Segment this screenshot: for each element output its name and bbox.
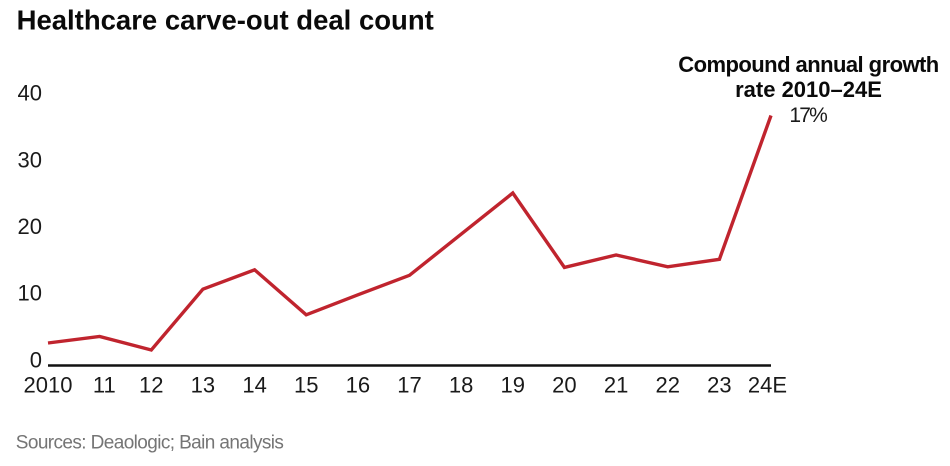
svg-text:rate 2010–24E: rate 2010–24E — [735, 77, 882, 102]
svg-text:Sources: Deaologic; Bain analy: Sources: Deaologic; Bain analysis — [16, 433, 284, 454]
svg-text:Compound annual growth: Compound annual growth — [678, 52, 939, 77]
svg-text:17%: 17% — [789, 104, 827, 127]
svg-text:23: 23 — [707, 372, 731, 397]
svg-text:16: 16 — [346, 372, 370, 397]
svg-text:24E: 24E — [748, 372, 787, 397]
svg-text:20: 20 — [552, 372, 576, 397]
svg-text:15: 15 — [294, 372, 318, 397]
svg-text:17: 17 — [397, 372, 421, 397]
svg-text:0: 0 — [30, 347, 42, 372]
svg-text:40: 40 — [18, 81, 42, 106]
svg-text:30: 30 — [18, 147, 42, 172]
svg-text:21: 21 — [604, 372, 628, 397]
svg-text:13: 13 — [191, 372, 215, 397]
svg-text:19: 19 — [501, 372, 525, 397]
svg-text:18: 18 — [449, 372, 473, 397]
svg-text:10: 10 — [18, 281, 42, 306]
svg-text:14: 14 — [242, 372, 266, 397]
svg-text:20: 20 — [18, 214, 42, 239]
svg-text:2010: 2010 — [24, 372, 73, 397]
svg-text:22: 22 — [655, 372, 679, 397]
svg-text:Healthcare carve-out deal coun: Healthcare carve-out deal count — [17, 5, 434, 36]
svg-text:11: 11 — [93, 372, 116, 397]
svg-text:12: 12 — [139, 372, 163, 397]
